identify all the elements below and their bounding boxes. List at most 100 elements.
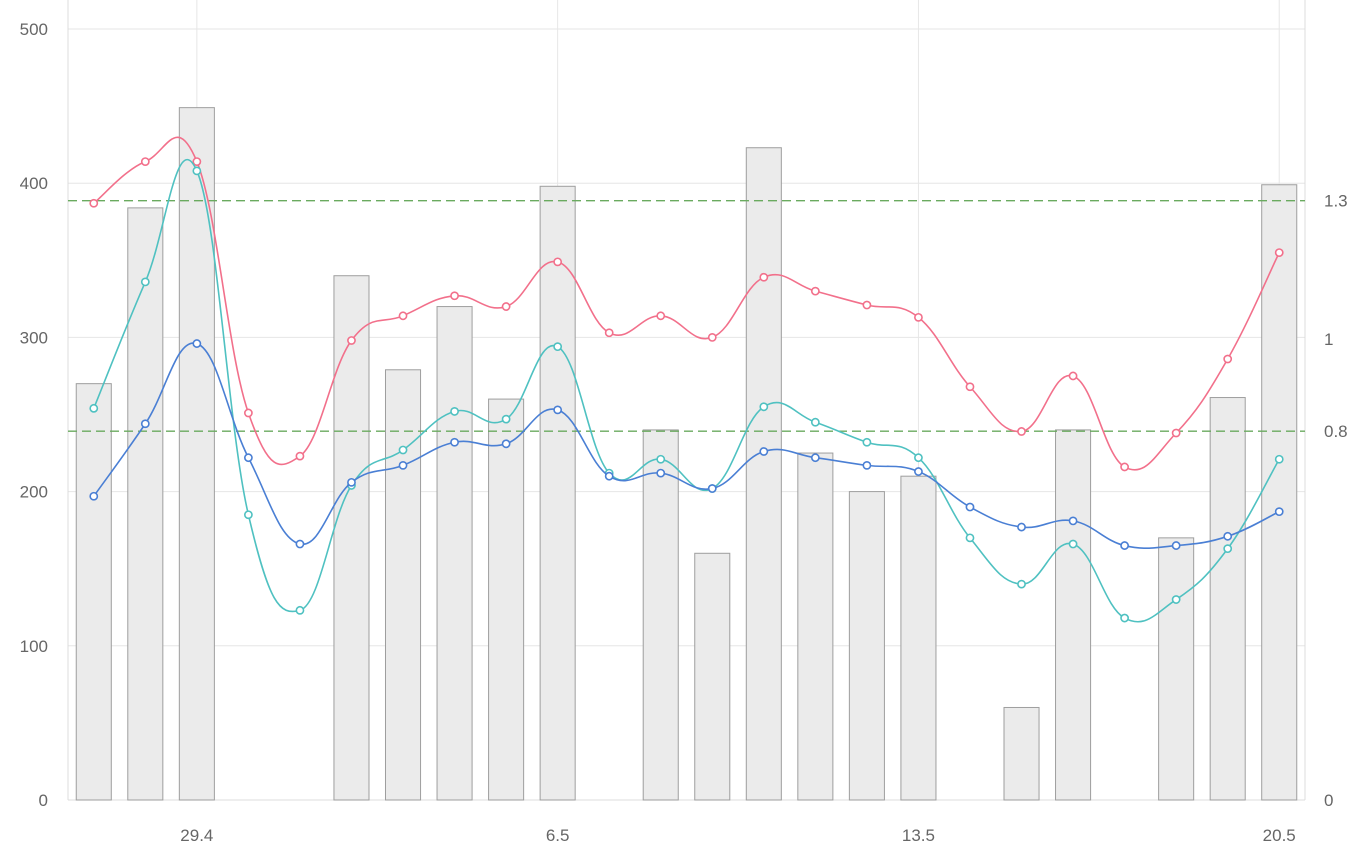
bar (75, 383, 112, 801)
bar-series (75, 107, 1298, 801)
y-right-tick-label: 0.8 (1324, 422, 1348, 441)
series-point (243, 453, 253, 463)
series-point (656, 468, 666, 478)
series-point (398, 445, 408, 455)
series-point (192, 339, 202, 348)
bar (797, 452, 834, 801)
series-point (1017, 427, 1026, 436)
series-point (553, 342, 563, 352)
bar (333, 275, 370, 801)
series-point (965, 533, 975, 543)
series-line (93, 159, 1280, 623)
bar (384, 369, 422, 801)
y-left-tick-label: 0 (39, 791, 48, 810)
series-line (93, 342, 1280, 550)
series-point (450, 407, 459, 416)
bar (488, 398, 525, 801)
series-point (89, 403, 99, 413)
series-point (398, 460, 408, 470)
series-point (553, 257, 563, 267)
series-point (707, 484, 717, 493)
bar (436, 306, 473, 801)
series-point (1171, 541, 1181, 550)
series-point (243, 408, 253, 418)
series-point (1274, 507, 1284, 517)
bar (1055, 429, 1092, 801)
bar (1003, 706, 1040, 801)
series-point (707, 332, 717, 342)
series-point (1171, 428, 1181, 438)
series-point (295, 539, 305, 549)
series-point (914, 312, 923, 322)
series-point (914, 453, 923, 463)
series-point (1120, 462, 1130, 472)
line-series (89, 136, 1284, 623)
series-point (862, 300, 872, 310)
bar (1209, 397, 1246, 801)
series-point (862, 437, 872, 447)
series-point (140, 277, 150, 287)
series-point (656, 454, 666, 464)
bar (539, 185, 576, 801)
series-point (656, 311, 666, 321)
bar (900, 475, 937, 801)
bar (1261, 184, 1298, 801)
series-point (1017, 522, 1026, 532)
bar (745, 147, 782, 801)
bar (178, 107, 215, 801)
bar (642, 429, 679, 801)
series-point (89, 491, 99, 501)
series-point (295, 451, 305, 461)
grid (67, 0, 1306, 801)
series-point (501, 302, 511, 311)
series-point (1068, 371, 1078, 381)
series-point (501, 414, 511, 424)
series-point (1068, 516, 1078, 526)
x-tick-label: 13.5 (902, 826, 935, 845)
series-point (1068, 539, 1078, 549)
bar (694, 552, 731, 801)
series-point (1223, 531, 1233, 541)
y-left-tick-label: 200 (20, 483, 48, 502)
series-point (759, 447, 769, 456)
bar (127, 207, 164, 801)
series-point (1171, 595, 1181, 604)
series-point (759, 402, 769, 412)
series-point (604, 471, 614, 481)
y-right-tick-label: 1 (1324, 330, 1333, 349)
bar (1158, 537, 1195, 801)
y-right-tick-label: 1.3 (1324, 192, 1348, 211)
series-point (398, 311, 408, 321)
y-left-tick-label: 500 (20, 20, 48, 39)
series-point (295, 605, 305, 615)
series-point (450, 291, 459, 301)
series-point (914, 467, 923, 476)
series-point (965, 502, 975, 512)
series-point (1274, 454, 1284, 464)
series-point (759, 272, 769, 282)
series-point (501, 439, 511, 449)
series-point (243, 510, 253, 520)
bar (848, 491, 885, 801)
y-right-tick-label: 0 (1324, 791, 1333, 810)
x-tick-label: 29.4 (180, 826, 213, 845)
x-tick-label: 20.5 (1263, 826, 1296, 845)
series-point (1274, 248, 1284, 257)
axes: 0 100 200 300 400 500 0 0.8 1 1.3 29.4 6.5 13.5 20.5 (20, 20, 1348, 845)
y-left-tick-label: 100 (20, 637, 48, 656)
series-point (553, 405, 563, 415)
reference-lines (68, 200, 1305, 432)
series-point (810, 453, 820, 463)
series-line (93, 136, 1280, 471)
x-tick-label: 6.5 (546, 826, 570, 845)
series-point (140, 419, 150, 429)
y-left-tick-label: 400 (20, 174, 48, 193)
series-point (1120, 613, 1130, 623)
series-point (140, 157, 150, 167)
series-point (862, 460, 872, 470)
series-point (1223, 544, 1233, 554)
series-point (450, 437, 459, 447)
series-point (347, 477, 356, 487)
series-point (1223, 354, 1233, 364)
